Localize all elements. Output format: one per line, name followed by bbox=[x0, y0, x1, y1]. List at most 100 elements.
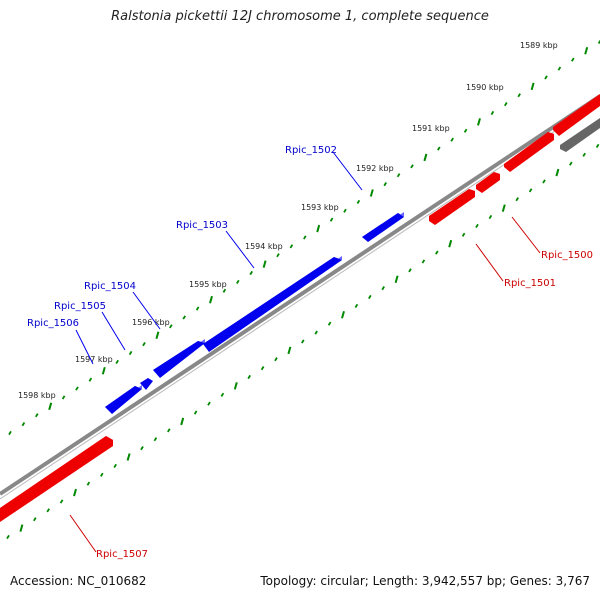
tick-mark bbox=[153, 437, 158, 442]
kbp-label: 1597 kbp bbox=[75, 355, 113, 364]
kbp-label: 1592 kbp bbox=[356, 164, 394, 173]
tick-mark bbox=[369, 189, 374, 197]
label-rpic-1506: Rpic_1506 bbox=[27, 318, 79, 329]
tick-mark bbox=[169, 324, 173, 329]
tick-mark bbox=[220, 392, 225, 397]
label-rpic-1503: Rpic_1503 bbox=[176, 220, 228, 231]
map-title: Ralstonia pickettii 12J chromosome 1, co… bbox=[111, 9, 489, 24]
tick-mark bbox=[569, 161, 573, 166]
tick-mark bbox=[383, 182, 387, 187]
kbp-label: 1596 kbp bbox=[132, 318, 170, 327]
tick-mark bbox=[88, 377, 93, 382]
tick-mark bbox=[8, 430, 12, 436]
tick-mark bbox=[180, 417, 185, 426]
tick-mark bbox=[435, 250, 439, 255]
tick-mark bbox=[515, 197, 519, 202]
tick-mark bbox=[46, 508, 50, 513]
gene-rpic-1500b[interactable] bbox=[553, 94, 600, 136]
tick-mark bbox=[115, 359, 119, 364]
tick-mark bbox=[195, 306, 200, 311]
gene-rpic-1501b[interactable] bbox=[429, 189, 475, 225]
gene-rpic-1500[interactable] bbox=[504, 132, 554, 172]
tick-mark bbox=[61, 395, 66, 400]
tick-mark bbox=[142, 342, 146, 347]
kbp-label: 1598 kbp bbox=[18, 391, 56, 400]
kbp-label: 1591 kbp bbox=[412, 124, 450, 133]
gene-rpic-1506[interactable] bbox=[105, 385, 142, 414]
tick-mark bbox=[396, 173, 401, 178]
tick-mark bbox=[140, 446, 144, 451]
leader-rpic-1507 bbox=[69, 514, 97, 553]
tick-mark bbox=[571, 57, 575, 62]
tick-mark bbox=[193, 410, 198, 415]
gene-rpic-1501a[interactable] bbox=[476, 172, 500, 193]
tick-mark bbox=[182, 315, 186, 320]
leader-rpic-1506 bbox=[75, 329, 94, 365]
outer-tick-ring bbox=[8, 39, 600, 436]
backbone-inner bbox=[0, 100, 600, 500]
tick-mark bbox=[327, 321, 332, 326]
tick-mark bbox=[341, 311, 345, 319]
tick-mark bbox=[329, 217, 334, 222]
tick-mark bbox=[584, 47, 589, 55]
gene-rpic-1507[interactable] bbox=[0, 436, 113, 522]
gene-rpic-1505[interactable] bbox=[140, 378, 153, 390]
tick-mark bbox=[356, 199, 361, 204]
tick-mark bbox=[207, 401, 211, 406]
tick-mark bbox=[113, 463, 117, 468]
tick-mark bbox=[381, 286, 385, 291]
leader-rpic-1500 bbox=[511, 216, 541, 254]
tick-mark bbox=[368, 294, 372, 300]
tick-mark bbox=[448, 239, 453, 248]
gene-rpic-1503[interactable] bbox=[203, 256, 342, 352]
tick-mark bbox=[301, 339, 305, 344]
tick-mark bbox=[421, 259, 426, 264]
tick-mark bbox=[461, 232, 466, 237]
label-rpic-1504: Rpic_1504 bbox=[84, 281, 136, 292]
tick-mark bbox=[490, 110, 495, 116]
tick-mark bbox=[557, 66, 562, 71]
tick-mark bbox=[423, 153, 428, 162]
tick-mark bbox=[287, 346, 292, 355]
tick-mark bbox=[463, 128, 468, 133]
gene-rpic-1502[interactable] bbox=[362, 212, 404, 242]
tick-mark bbox=[167, 428, 171, 433]
accession-text: Accession: NC_010682 bbox=[10, 574, 147, 588]
tick-mark bbox=[504, 102, 508, 107]
backbone-outer bbox=[0, 94, 600, 496]
tick-mark bbox=[595, 143, 600, 148]
tick-mark bbox=[33, 517, 37, 522]
kbp-label: 1594 kbp bbox=[245, 242, 283, 251]
kbp-label: 1590 kbp bbox=[466, 83, 504, 92]
tick-mark bbox=[101, 367, 106, 375]
leader-rpic-1502 bbox=[332, 151, 363, 191]
tick-mark bbox=[408, 268, 412, 273]
tick-mark bbox=[394, 275, 399, 284]
tick-mark bbox=[262, 260, 267, 268]
tick-mark bbox=[155, 331, 160, 339]
label-rpic-1501: Rpic_1501 bbox=[504, 278, 556, 289]
tick-mark bbox=[59, 499, 64, 504]
tick-mark bbox=[21, 422, 26, 427]
tick-mark bbox=[260, 366, 265, 371]
tick-mark bbox=[233, 382, 238, 390]
gene-rpic-1504[interactable] bbox=[153, 339, 205, 378]
gene-other[interactable] bbox=[560, 118, 600, 152]
tick-mark bbox=[128, 350, 133, 356]
tick-mark bbox=[100, 472, 104, 477]
label-rpic-1502: Rpic_1502 bbox=[285, 145, 337, 156]
kbp-labels: 1589 kbp 1590 kbp 1591 kbp 1592 kbp 1593 kbp… bbox=[18, 41, 558, 400]
tick-mark bbox=[35, 413, 39, 418]
kbp-label: 1589 kbp bbox=[520, 41, 558, 50]
tick-mark bbox=[209, 295, 213, 304]
tick-mark bbox=[475, 223, 479, 228]
tick-mark bbox=[6, 534, 10, 540]
kbp-label: 1595 kbp bbox=[189, 280, 227, 289]
inner-tick-ring bbox=[6, 143, 600, 540]
tick-mark bbox=[316, 224, 321, 233]
tick-mark bbox=[236, 279, 240, 284]
summary-text: Topology: circular; Length: 3,942,557 bp… bbox=[260, 574, 590, 588]
tick-mark bbox=[86, 481, 91, 486]
tick-mark bbox=[314, 330, 318, 335]
